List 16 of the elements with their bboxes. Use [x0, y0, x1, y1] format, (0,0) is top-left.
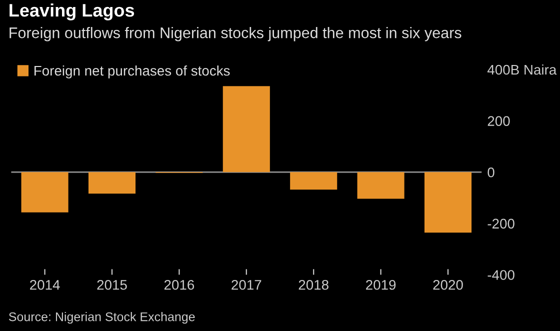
x-tick-label: 2018 [298, 280, 328, 290]
x-tick-label: 2020 [433, 280, 463, 290]
y-tick-label: -400 [488, 270, 514, 280]
x-tick-label: 2017 [232, 280, 262, 290]
y-tick-label: 400B Naira [487, 64, 557, 75]
x-tick-label: 2014 [30, 280, 60, 290]
chart-subtitle: Foreign outflows from Nigerian stocks jumped the most in six years [10, 26, 462, 42]
y-tick-label: -200 [488, 218, 514, 229]
x-tick-label: 2015 [97, 280, 127, 290]
source-note: Source: Nigerian Stock Exchange [8, 312, 195, 324]
x-tick-label: 2019 [366, 280, 396, 290]
legend-label: Foreign net purchases of stocks [34, 65, 230, 78]
y-tick-label: 0 [488, 167, 494, 178]
x-tick-label: 2016 [164, 280, 194, 290]
y-tick-label: 200 [488, 116, 510, 126]
chart-title: Leaving Lagos [10, 3, 134, 20]
